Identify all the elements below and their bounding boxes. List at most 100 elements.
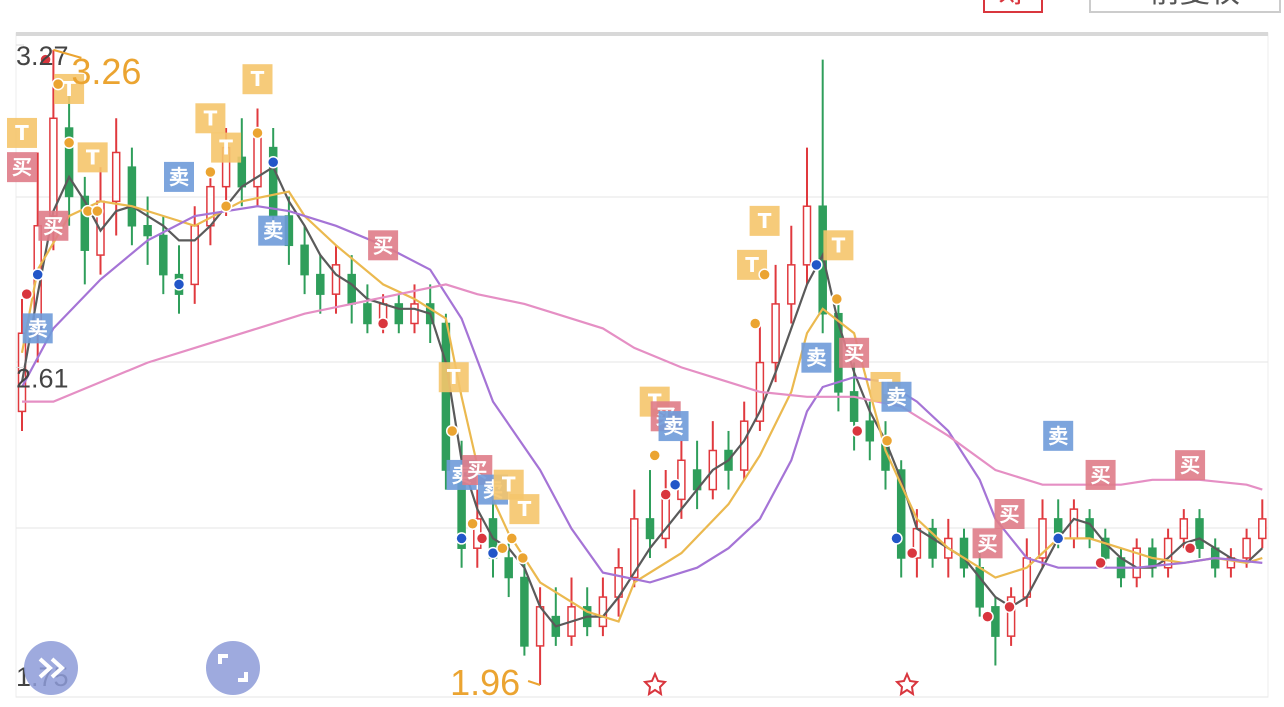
signal-dot [20,287,33,301]
signal-dot [890,532,903,545]
candle-body [159,234,168,276]
candle-body [630,518,639,579]
signal-badge-text: T [758,209,772,233]
candle-body [363,303,372,325]
candle-body [1163,537,1173,569]
signal-badge-text: T [62,77,76,101]
signal-dot [39,53,52,66]
candle-body [787,264,796,305]
signal-badge [658,411,689,442]
signal-badge-text: 买 [1000,502,1020,526]
signal-dot [266,156,280,169]
candle-body [865,420,875,442]
signal-badge-text: 买 [978,531,998,555]
signal-badge-text: 买 [43,214,63,238]
signal-dot [445,424,459,438]
signal-badge-text: T [15,121,29,145]
low-pointer [527,680,541,686]
signal-badge [1175,450,1206,481]
signal-badge [1043,420,1074,451]
candle-body [504,557,513,579]
candle-body [347,273,356,305]
fullscreen-icon [218,654,248,682]
candle-body [394,303,404,325]
adjust-dropdown[interactable] [1089,0,1281,13]
signal-dot [905,546,919,560]
signal-dot [251,126,264,140]
signal-badge-text: 卖 [1048,424,1068,448]
signal-dot [668,478,682,491]
signal-dot [850,424,864,438]
signal-dot [466,517,479,531]
signal-badge-text: 卖 [806,346,826,370]
high-label: 3.26 [71,51,141,92]
signal-badge [195,103,226,134]
signal-dot [475,532,489,545]
signal-badge [77,142,108,173]
ma-line [21,205,1263,584]
signal-badge-text: T [219,136,233,160]
candle-body [1101,537,1110,559]
signal-badge-text: T [447,365,461,389]
candle-body [1195,518,1204,549]
signal-dot [51,77,65,91]
signal-badge [994,499,1025,530]
signal-dot [219,199,233,213]
signal-dot [496,541,509,555]
event-star[interactable] [894,671,920,697]
candle-body [959,537,969,569]
candle-body [111,151,121,203]
candle-body [520,576,529,647]
candle-body [802,205,812,266]
signal-badge-text: 卖 [28,316,48,340]
signal-badge [509,494,540,525]
candle-body [991,606,1000,637]
signal-dot [505,532,519,545]
signal-badge [38,210,69,241]
signal-badge [823,230,854,261]
candle-body [1258,518,1267,540]
candle-body [316,273,325,295]
signal-badge [22,313,53,344]
event-star[interactable] [642,671,668,697]
candle-body [1069,508,1079,540]
chips-button-label: 筹 [998,0,1028,10]
signal-badge [881,381,912,412]
chips-button[interactable] [983,0,1043,13]
signal-badge-text: T [745,253,759,277]
signal-dot [659,488,672,501]
y-tick-label: 3.27 [16,41,69,71]
signal-dot [62,136,76,149]
signal-dot [1183,541,1197,555]
y-tick-label: 2.61 [16,363,69,393]
signal-dot [880,434,894,447]
signal-badge-text: T [86,145,100,169]
signal-badge-text: T [518,497,532,521]
signal-dot [758,268,771,281]
candle-body [80,195,90,251]
signal-dot [1003,600,1016,614]
signal-dot [981,610,994,623]
signal-badge-text: 卖 [169,165,189,189]
signal-badge-text: T [204,106,218,130]
signal-badge [839,337,870,368]
candle-body [127,166,137,227]
candle-body [1179,518,1189,540]
signal-badge-text: 买 [12,155,32,179]
signal-badge [438,362,469,393]
signal-badge-text: 买 [1091,463,1111,487]
signal-dot [91,204,104,218]
signal-dot [31,268,44,281]
signal-dot [376,317,390,330]
signal-badge-text: T [251,67,265,91]
candle-body [143,225,152,237]
fullscreen-button[interactable] [206,641,260,695]
signal-badge-text: 买 [373,233,393,257]
signal-badge [164,161,194,192]
signal-badge [258,215,289,246]
candle-body [1006,596,1016,637]
signal-badge-text: T [832,233,846,257]
candle-body [1132,547,1141,579]
